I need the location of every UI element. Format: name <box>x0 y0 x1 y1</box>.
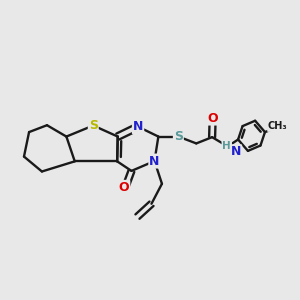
Text: N: N <box>149 154 160 167</box>
Text: S: S <box>174 130 183 143</box>
Text: H: H <box>222 140 231 151</box>
Text: CH₃: CH₃ <box>268 121 288 131</box>
Text: N: N <box>231 145 241 158</box>
Text: O: O <box>207 112 218 124</box>
Text: N: N <box>133 120 143 133</box>
Text: S: S <box>89 119 98 132</box>
Text: O: O <box>119 181 129 194</box>
